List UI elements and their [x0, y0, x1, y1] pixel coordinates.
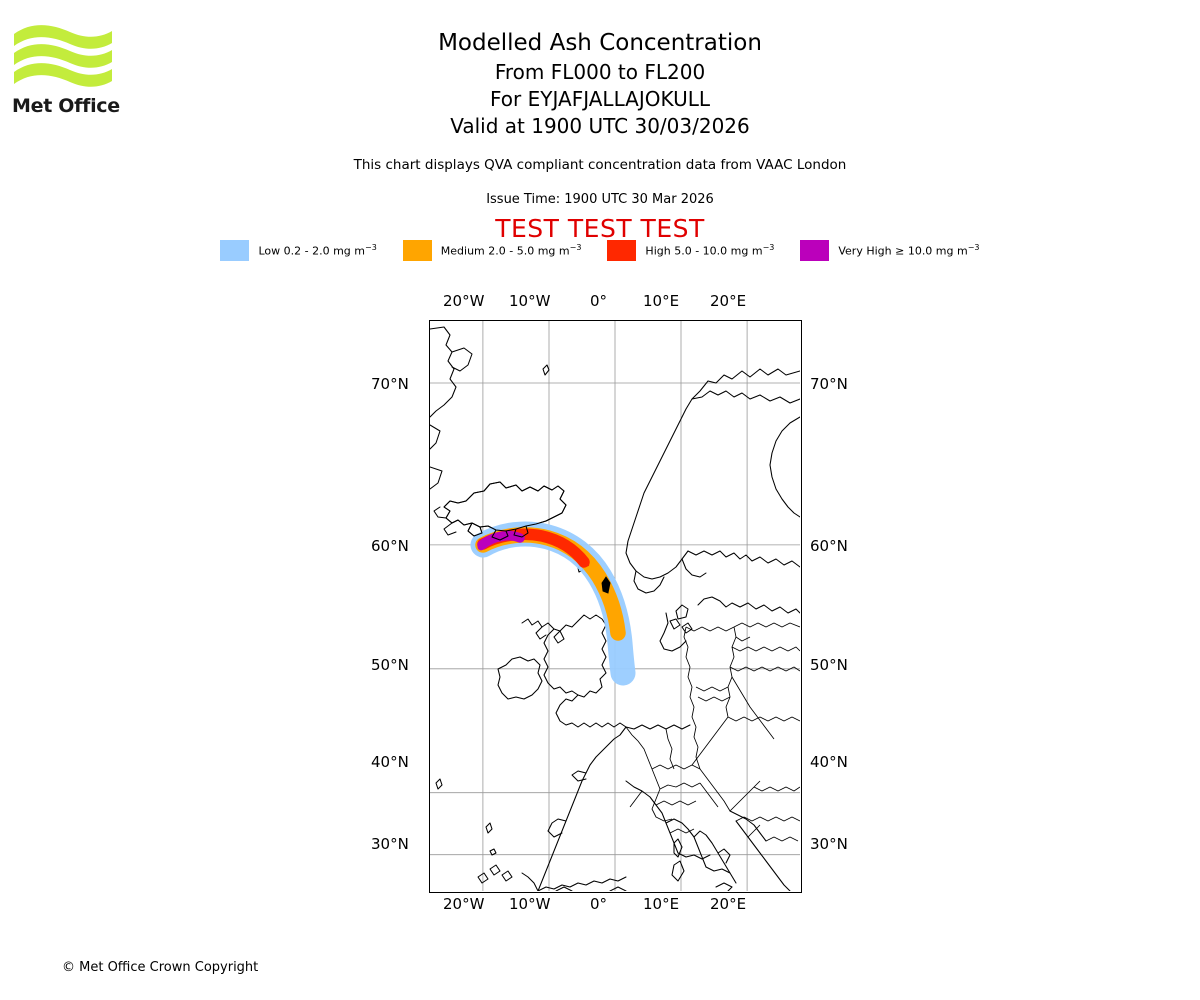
- plume-band-very-high: [477, 530, 525, 550]
- legend-swatch-high: [607, 240, 637, 261]
- legend-label-low: Low 0.2 - 2.0 mg m−3: [258, 243, 377, 258]
- legend-item-medium: Medium 2.0 - 5.0 mg m−3: [402, 240, 582, 261]
- legend-label-high: High 5.0 - 10.0 mg m−3: [645, 243, 775, 258]
- lat-label-left-70N: 70°N: [371, 375, 409, 393]
- legend-item-low: Low 0.2 - 2.0 mg m−3: [220, 240, 377, 261]
- lon-label-top-0: 0°: [590, 292, 608, 310]
- page-title: Modelled Ash Concentration: [438, 30, 762, 56]
- lon-label-bottom-0: 0°: [590, 895, 608, 913]
- legend-label-medium: Medium 2.0 - 5.0 mg m−3: [440, 243, 582, 258]
- copyright-footer: © Met Office Crown Copyright: [62, 960, 259, 975]
- plume-speck-c: [613, 611, 617, 615]
- lat-label-right-60N: 60°N: [810, 537, 848, 555]
- lat-label-right-70N: 70°N: [810, 375, 848, 393]
- title-valid-time: Valid at 1900 UTC 30/03/2026: [450, 114, 750, 138]
- lon-label-bottom-10E: 10°E: [643, 895, 680, 913]
- logo-wordmark: Met Office: [12, 95, 120, 117]
- qva-note: This chart displays QVA compliant concen…: [353, 157, 847, 173]
- coastline-overlay-iceland: [443, 481, 567, 541]
- lat-label-left-50N: 50°N: [371, 656, 409, 674]
- lat-label-left-30N: 30°N: [371, 835, 409, 853]
- lon-label-top-20E: 20°E: [710, 292, 747, 310]
- lat-label-right-40N: 40°N: [810, 753, 848, 771]
- country-borders: [625, 622, 800, 842]
- legend-label-very-high: Very High ≥ 10.0 mg m−3: [838, 243, 980, 258]
- legend-swatch-medium: [402, 240, 432, 261]
- lon-label-bottom-10W: 10°W: [509, 895, 551, 913]
- lat-label-right-30N: 30°N: [810, 835, 848, 853]
- legend-swatch-very-high: [800, 240, 830, 261]
- test-stamp: TEST TEST TEST: [495, 214, 705, 243]
- met-office-logo: Met Office: [12, 22, 122, 117]
- ash-concentration-map[interactable]: [429, 320, 802, 893]
- map-canvas: [430, 321, 800, 891]
- map-frame: [429, 320, 802, 893]
- legend-item-very-high: Very High ≥ 10.0 mg m−3: [800, 240, 980, 261]
- lat-label-left-40N: 40°N: [371, 753, 409, 771]
- concentration-legend: Low 0.2 - 2.0 mg m−3 Medium 2.0 - 5.0 mg…: [0, 240, 1200, 261]
- legend-swatch-low: [220, 240, 250, 261]
- lon-label-top-20W: 20°W: [443, 292, 485, 310]
- lat-label-left-60N: 60°N: [371, 537, 409, 555]
- lon-label-bottom-20E: 20°E: [710, 895, 747, 913]
- plume-band-low: [470, 521, 636, 686]
- plume-speck-b: [586, 563, 590, 567]
- ash-plume: [470, 521, 636, 686]
- lat-label-right-50N: 50°N: [810, 656, 848, 674]
- lon-label-bottom-20W: 20°W: [443, 895, 485, 913]
- lon-label-top-10E: 10°E: [643, 292, 680, 310]
- logo-waves-icon: [14, 25, 112, 87]
- issue-time: Issue Time: 1900 UTC 30 Mar 2026: [486, 192, 714, 207]
- coastline-overlay-shetland: [601, 576, 611, 594]
- title-flight-levels: From FL000 to FL200: [494, 60, 706, 84]
- lon-label-top-10W: 10°W: [509, 292, 551, 310]
- plume-speck-a: [578, 559, 582, 563]
- title-volcano: For EYJAFJALLAJOKULL: [490, 87, 710, 111]
- chart-title-block: Modelled Ash Concentration From FL000 to…: [0, 28, 1200, 140]
- plume-source-marker: [477, 543, 485, 551]
- legend-item-high: High 5.0 - 10.0 mg m−3: [607, 240, 774, 261]
